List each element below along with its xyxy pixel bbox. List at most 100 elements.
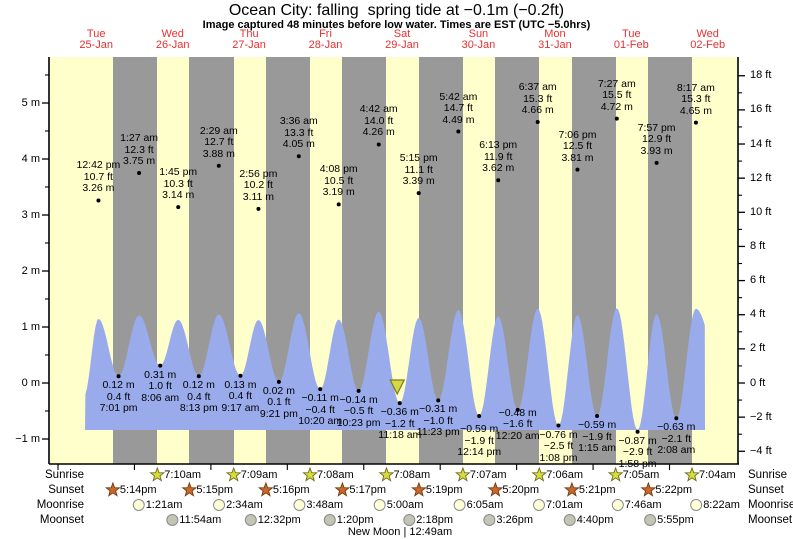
low-tide-time: 12:20 am (495, 429, 540, 442)
day-label-date: 31-Jan (538, 39, 572, 51)
low-tide-time: 9:21 pm (259, 407, 298, 420)
moonset-icon (483, 514, 496, 526)
high-tide-time: 2:29 am (199, 124, 238, 137)
sunset-time: 5:17pm (349, 484, 387, 496)
high-tide-m: 3.93 m (640, 144, 673, 157)
low-tide-ft: −0.5 ft (343, 405, 374, 418)
ft-axis-tick-label: 10 ft (750, 205, 772, 218)
high-tide-annotation: 4:42 am 14.0 ft 4.26 m (360, 104, 398, 139)
low-tide-time: 1:58 pm (618, 457, 657, 470)
high-tide-ft: 11.1 ft (404, 163, 433, 176)
high-tide-time: 8:17 am (676, 81, 715, 94)
sunrise-time: 7:04am (699, 469, 736, 481)
m-axis-tick-label: 4 m (21, 152, 40, 165)
low-tide-ft: −1.2 ft (385, 417, 415, 430)
moonrise-icon (532, 499, 545, 511)
high-tide-annotation: 3:36 am 13.3 ft 4.05 m (280, 116, 318, 151)
ft-axis-tick-label: 12 ft (750, 171, 772, 184)
high-tide-time: 5:42 am (439, 90, 478, 103)
low-tide-annotation: 0.02 m 0.1 ft 9:21 pm (259, 385, 298, 421)
high-tide-time: 1:27 am (120, 132, 159, 144)
high-tide-m: 3.88 m (202, 147, 235, 160)
high-tide-ft: 12.9 ft (641, 133, 672, 146)
moonrise-row-label-left: Moonrise (36, 499, 84, 511)
sunset-icon (181, 481, 198, 497)
low-tide-m: −0.36 m (380, 406, 419, 419)
moonrise-time: 3:48am (306, 499, 344, 511)
low-tide-annotation: −0.63 m −2.1 ft 2:08 am (657, 422, 695, 457)
high-tide-time: 6:13 pm (479, 139, 518, 152)
high-tide-time: 4:42 am (359, 103, 398, 116)
low-tide-m: −0.11 m (301, 392, 339, 405)
high-tide-ft: 12.3 ft (124, 143, 154, 156)
ft-axis-tick-label: −4 ft (750, 444, 772, 457)
high-tide-annotation: 8:17 am 15.3 ft 4.65 m (676, 81, 715, 118)
sunrise-icon (684, 466, 700, 482)
low-tide-m: −0.31 m (419, 403, 458, 416)
moonrise-time: 7:01am (546, 499, 583, 511)
day-label-date: 30-Jan (461, 39, 496, 51)
ft-axis-tick-label: 8 ft (750, 239, 766, 252)
high-tide-ft: 14.7 ft (443, 102, 473, 115)
m-axis-tick-label: −1 m (15, 432, 40, 445)
high-tide-annotation: 5:15 pm 11.1 ft 3.39 m (400, 153, 438, 188)
low-tide-ft: −1.6 ft (502, 418, 533, 431)
m-axis-tick-label: 3 m (21, 208, 40, 221)
chart-subtitle: Image captured 48 minutes before low wat… (202, 19, 591, 31)
low-tide-annotation: −0.87 m −2.9 ft 1:58 pm (618, 434, 657, 471)
high-tide-time: 7:27 am (597, 77, 636, 90)
high-tide-m: 4.72 m (600, 100, 633, 113)
moonrise-icon (132, 499, 145, 511)
low-tide-m: 0.31 m (144, 368, 177, 381)
moonset-row-label-left: Moonset (39, 514, 84, 526)
high-tide-time: 5:15 pm (399, 152, 438, 165)
moonrise-icon (373, 499, 386, 511)
high-tide-m: 3.19 m (322, 186, 355, 199)
low-tide-time: 7:01 pm (99, 402, 138, 415)
moonrise-icon (690, 499, 703, 511)
low-tide-time: 1:15 am (578, 442, 617, 454)
high-tide-time: 1:45 pm (159, 166, 198, 179)
high-tide-time: 2:56 pm (239, 167, 278, 180)
low-tide-time: 8:13 pm (179, 402, 218, 415)
sunrise-time: 7:10am (164, 469, 201, 481)
high-tide-m: 4.49 m (442, 113, 475, 126)
moonset-icon (323, 514, 336, 526)
night-band (648, 57, 692, 464)
moonrise-icon (293, 499, 306, 511)
low-tide-ft: 0.4 ft (187, 390, 211, 403)
m-axis-tick-label: 2 m (21, 264, 40, 277)
low-tide-time: 2:08 am (657, 444, 696, 457)
high-tide-time: 12:42 pm (76, 159, 121, 172)
low-tide-ft: −0.4 ft (305, 403, 335, 416)
moonset-time: 4:40pm (576, 514, 614, 526)
low-tide-m: 0.12 m (102, 379, 135, 392)
sunrise-icon (378, 466, 395, 482)
low-tide-annotation: −0.31 m −1.0 ft 11:23 pm (417, 404, 460, 439)
sunset-time: 5:14pm (119, 484, 157, 496)
sunrise-row-label-right: Sunrise (748, 469, 787, 481)
moonrise-time: 2:34am (226, 499, 263, 511)
low-tide-m: 0.12 m (182, 379, 215, 392)
sunset-time: 5:15pm (196, 484, 234, 496)
low-tide-annotation: −0.36 m −1.2 ft 11:18 am (378, 407, 421, 442)
low-tide-ft: −1.9 ft (582, 430, 612, 443)
low-tide-annotation: −0.76 m −2.5 ft 1:08 pm (539, 429, 577, 465)
ft-axis-tick-label: 18 ft (750, 69, 772, 82)
moonrise-time: 8:22am (703, 499, 740, 511)
sunset-time: 5:20pm (502, 484, 540, 496)
moonset-time: 3:26pm (496, 514, 534, 526)
low-tide-time: 10:23 pm (336, 416, 381, 429)
sunrise-time: 7:08am (393, 469, 431, 481)
day-label-name: Sun (468, 28, 489, 40)
moonset-icon (563, 514, 576, 526)
sunrise-icon (454, 466, 471, 482)
high-tide-time: 6:37 am (518, 81, 557, 93)
page-title: Ocean City: falling spring tide at −0.1m… (228, 2, 565, 19)
sunrise-time: 7:06am (546, 469, 583, 481)
moonrise-time: 6:05am (466, 499, 504, 511)
low-tide-time: 11:23 pm (416, 426, 460, 439)
low-tide-annotation: 0.13 m 0.4 ft 9:17 am (221, 379, 259, 415)
low-tide-m: −0.87 m (618, 434, 657, 447)
